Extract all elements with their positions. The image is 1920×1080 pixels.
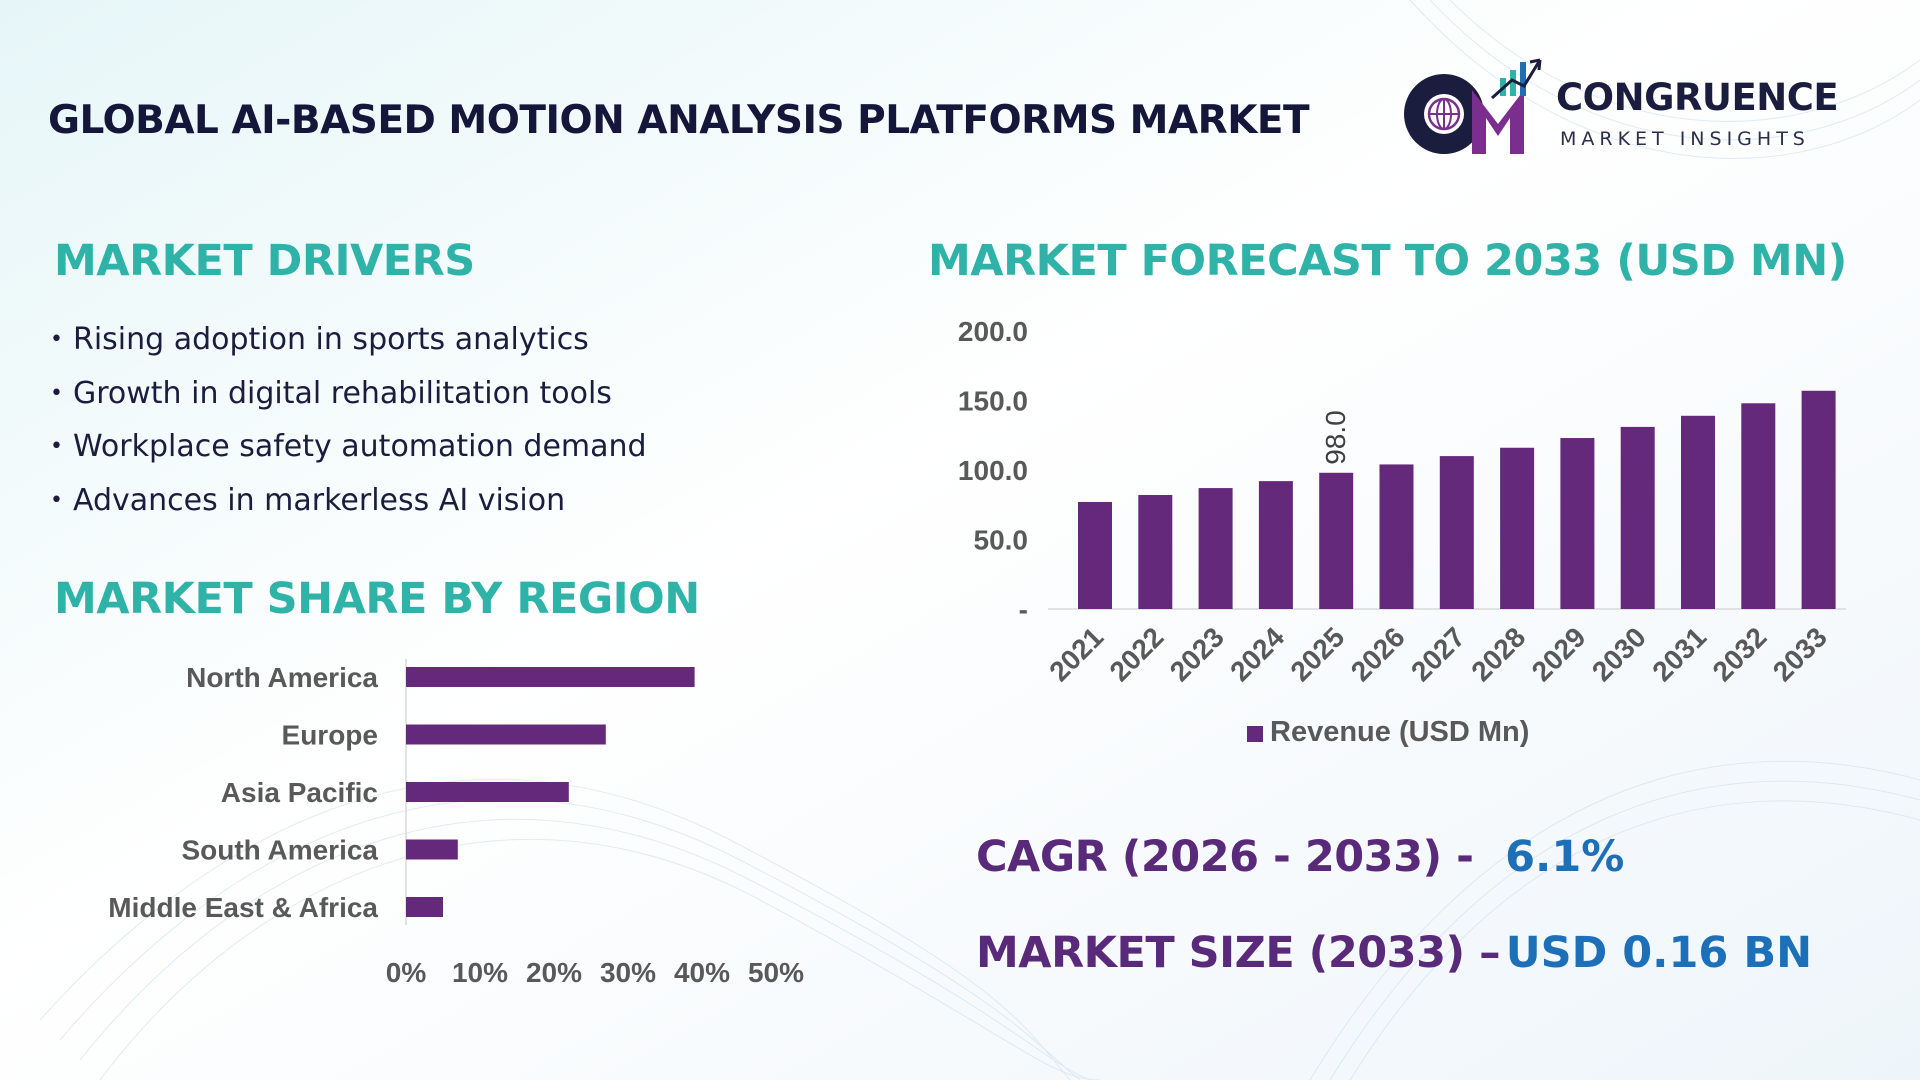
region-bar <box>406 782 569 802</box>
region-bar <box>406 839 458 860</box>
brand-logo: CONGRUENCE MARKET INSIGHTS <box>1400 52 1880 162</box>
driver-item: • Growth in digital rehabilitation tools <box>50 376 870 430</box>
region-category-label: North America <box>186 662 378 693</box>
market-size-label: MARKET SIZE (2033) – <box>976 928 1501 978</box>
forecast-x-tick-label: 2025 <box>1284 621 1350 687</box>
bullet-icon: • <box>50 327 63 352</box>
region-category-label: Middle East & Africa <box>108 892 378 923</box>
forecast-y-tick-label: 150.0 <box>958 386 1028 417</box>
region-bar <box>406 724 606 745</box>
forecast-y-tick-label: 100.0 <box>958 455 1028 486</box>
logo-tagline: MARKET INSIGHTS <box>1560 128 1810 150</box>
forecast-bar <box>1500 447 1535 609</box>
forecast-bar <box>1078 501 1112 609</box>
forecast-x-tick-label: 2023 <box>1164 621 1230 687</box>
region-x-tick-label: 0% <box>386 957 427 988</box>
forecast-y-tick-label: - <box>1019 594 1028 625</box>
logo-name: CONGRUENCE <box>1556 76 1839 119</box>
region-category-label: South America <box>181 835 378 866</box>
legend-label: Revenue (USD Mn) <box>1270 716 1529 748</box>
market-size-value: USD 0.16 BN <box>1505 928 1813 978</box>
forecast-y-tick-label: 50.0 <box>974 525 1029 556</box>
legend-swatch <box>1247 726 1263 742</box>
driver-text: Growth in digital rehabilitation tools <box>72 375 612 411</box>
cagr-value: 6.1% <box>1505 832 1625 882</box>
forecast-x-tick-label: 2027 <box>1405 621 1471 687</box>
forecast-bar <box>1560 438 1595 609</box>
page-title: GLOBAL AI-BASED MOTION ANALYSIS PLATFORM… <box>48 98 1310 143</box>
forecast-bar <box>1258 481 1293 609</box>
forecast-x-tick-label: 2030 <box>1586 621 1652 687</box>
forecast-x-tick-label: 2021 <box>1043 621 1109 687</box>
forecast-bar <box>1198 488 1233 609</box>
drivers-list: • Rising adoption in sports analytics • Gr… <box>50 322 870 536</box>
driver-text: Rising adoption in sports analytics <box>72 322 589 357</box>
region-bar <box>406 667 695 687</box>
region-heading: MARKET SHARE BY REGION <box>54 574 700 624</box>
region-x-tick-label: 10% <box>452 957 508 988</box>
forecast-bar <box>1681 415 1715 609</box>
region-bar <box>406 897 443 917</box>
forecast-bar <box>1319 472 1354 609</box>
forecast-bar <box>1741 403 1776 609</box>
forecast-y-tick-label: 200.0 <box>958 316 1028 347</box>
region-category-label: Europe <box>282 720 378 751</box>
forecast-x-tick-label: 2028 <box>1465 621 1531 687</box>
bullet-icon: • <box>50 380 63 406</box>
market-size-kpi: MARKET SIZE (2033) – USD 0.16 BN <box>976 928 1812 978</box>
driver-item: • Workplace safety automation demand <box>50 429 870 483</box>
region-category-label: Asia Pacific <box>221 777 378 808</box>
forecast-x-tick-label: 2032 <box>1707 621 1773 687</box>
forecast-x-tick-label: 2031 <box>1646 621 1712 687</box>
forecast-data-label: 98.0 <box>1320 410 1351 465</box>
forecast-bar <box>1801 390 1836 609</box>
driver-item: • Rising adoption in sports analytics <box>50 322 870 376</box>
forecast-bar <box>1620 426 1655 609</box>
forecast-x-tick-label: 2033 <box>1767 621 1833 687</box>
forecast-x-tick-label: 2029 <box>1526 621 1592 687</box>
cagr-kpi: CAGR (2026 - 2033) - 6.1% <box>976 832 1624 882</box>
driver-item: • Advances in markerless AI vision <box>50 483 870 537</box>
region-x-tick-label: 40% <box>674 957 730 988</box>
logo-mark-icon <box>1404 58 1542 154</box>
region-x-tick-label: 50% <box>748 957 804 988</box>
forecast-bar <box>1138 495 1173 609</box>
cagr-label: CAGR (2026 - 2033) - <box>976 832 1474 882</box>
bullet-icon: • <box>50 487 63 513</box>
bullet-icon: • <box>50 434 63 459</box>
drivers-heading: MARKET DRIVERS <box>54 236 475 286</box>
forecast-heading: MARKET FORECAST TO 2033 (USD MN) <box>928 236 1847 286</box>
driver-text: Advances in markerless AI vision <box>72 482 566 518</box>
forecast-x-tick-label: 2024 <box>1224 621 1290 687</box>
forecast-x-tick-label: 2026 <box>1345 621 1411 687</box>
region-x-tick-label: 20% <box>526 957 582 988</box>
driver-text: Workplace safety automation demand <box>72 429 647 464</box>
forecast-bar <box>1379 464 1414 609</box>
region-x-tick-label: 30% <box>600 957 656 988</box>
forecast-x-tick-label: 2022 <box>1104 621 1170 687</box>
forecast-bar <box>1439 456 1474 609</box>
